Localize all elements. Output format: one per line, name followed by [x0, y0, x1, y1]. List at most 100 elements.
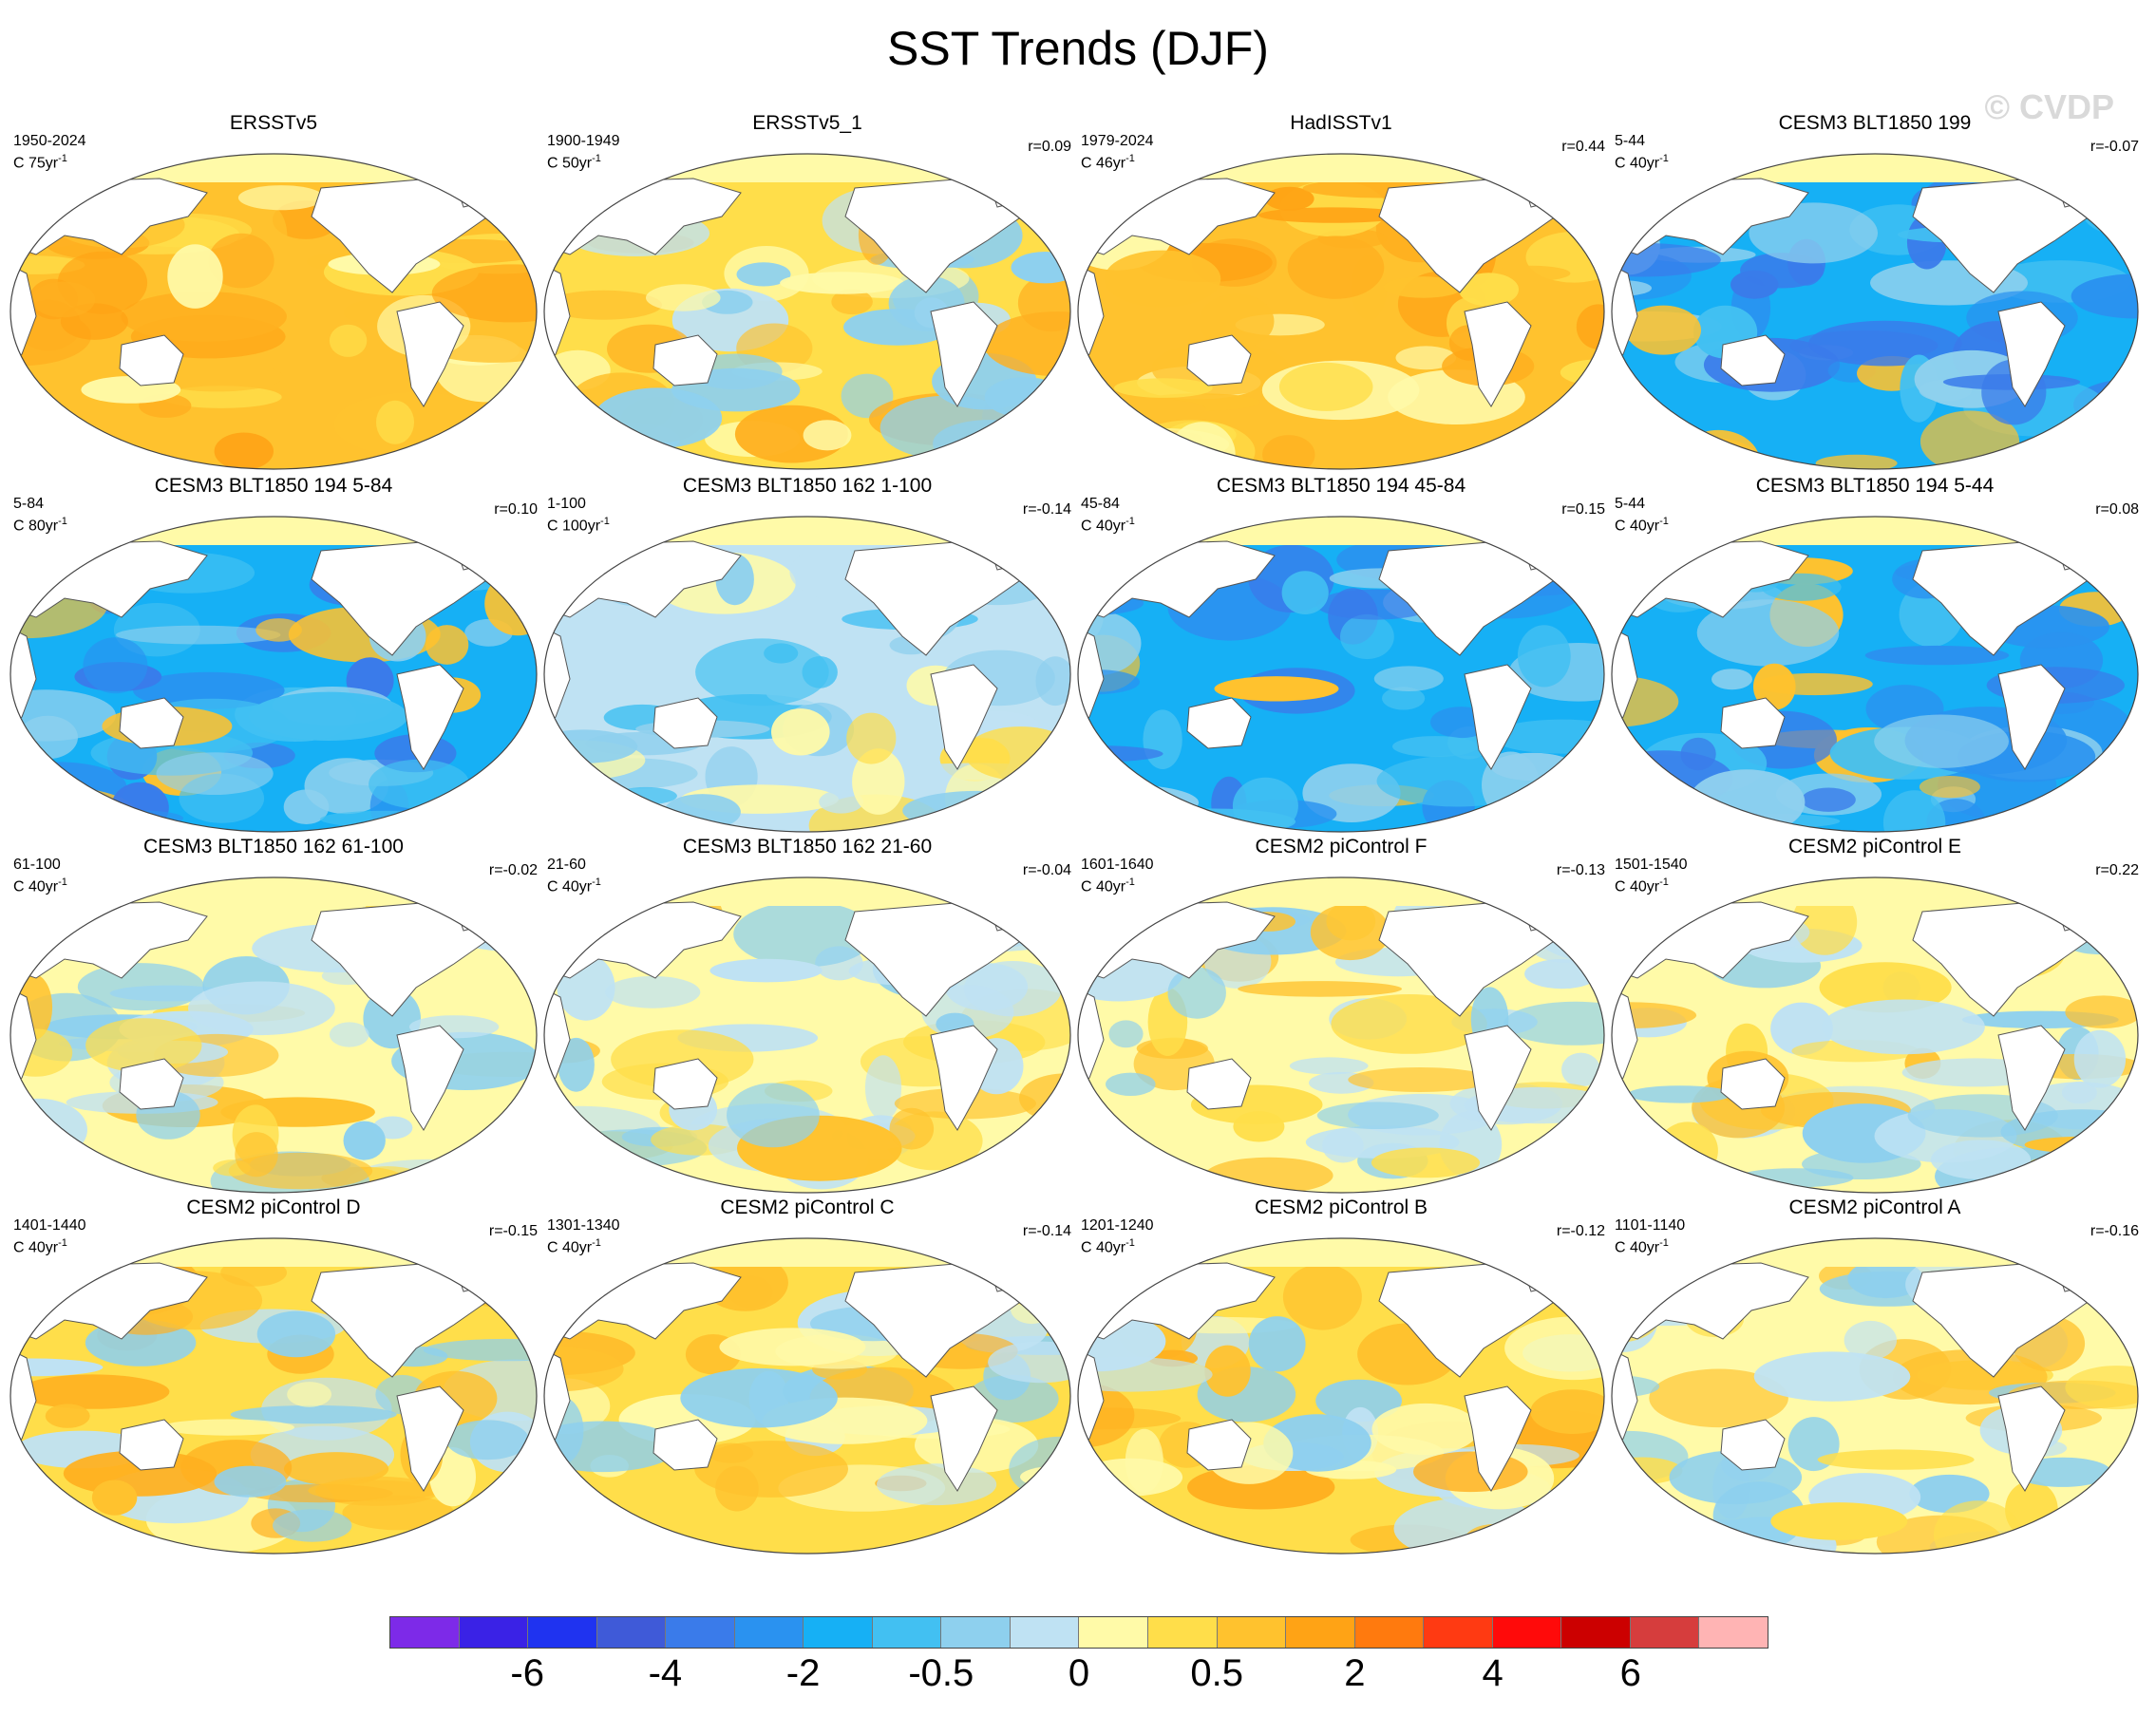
sst-trend-patch [31, 281, 96, 318]
panel-title: CESM3 BLT1850 162 21-60 [682, 836, 933, 858]
sst-trend-patch [929, 808, 994, 832]
arctic-cap [1078, 877, 1604, 906]
period-range: 1401-1440 [13, 1217, 86, 1234]
sst-trend-patch [1204, 1345, 1251, 1397]
map-outline [9, 1237, 538, 1555]
pattern-correlation: r=-0.15 [488, 1223, 538, 1239]
arctic-cap [10, 1238, 537, 1267]
map-outline [1077, 516, 1605, 833]
map-outline [1611, 516, 2139, 833]
trend-scale-exponent: -1 [1125, 876, 1135, 888]
world-map [9, 1237, 538, 1555]
period-range: 21-60 [547, 857, 586, 873]
map-panel: CESM2 piControl C 1301-1340 C 40yr-1 r=-0.1… [541, 1197, 1073, 1557]
pattern-correlation: r=0.10 [494, 501, 538, 518]
sst-trend-patch [1821, 999, 1985, 1055]
trend-scale-exponent: -1 [58, 1237, 67, 1249]
sst-trend-patch [1566, 565, 1604, 586]
arctic-cap [10, 877, 537, 906]
sst-trend-patch [846, 712, 897, 764]
south-america-landmass [1464, 301, 1532, 407]
arctic-cap [1612, 1238, 2138, 1267]
sst-trend-patch [2065, 1366, 2138, 1410]
sst-trend-patch [1552, 1482, 1604, 1522]
south-america-landmass [930, 664, 998, 770]
trend-scale-exponent: -1 [58, 876, 67, 888]
sst-trend-patch [1108, 1020, 1144, 1048]
map-panel: CESM2 piControl A 1101-1140 C 40yr-1 r=-0.1… [1609, 1197, 2141, 1557]
sst-trend-patch [864, 1055, 902, 1121]
panel-period: 1301-1340 C 40yr-1 [547, 1217, 620, 1256]
sst-trend-patch [1530, 1389, 1604, 1435]
sst-trend-patch [376, 400, 414, 444]
period-range: 45-84 [1081, 496, 1120, 512]
colorbar-swatch [1286, 1616, 1355, 1649]
sst-trend-patch [1281, 571, 1329, 614]
colorbar-swatch [1630, 1616, 1700, 1649]
south-america-landmass [1464, 1385, 1532, 1492]
sst-trend-patch [1919, 776, 1980, 799]
map-outline [543, 153, 1071, 470]
arctic-cap [1612, 877, 2138, 906]
panel-period: 1601-1640 C 40yr-1 [1081, 857, 1154, 895]
trend-scale-text: C 46yr [1081, 155, 1126, 172]
sst-trend-patch [1316, 1102, 1439, 1129]
sst-trend-patch [167, 244, 223, 309]
map-outline [543, 1237, 1071, 1555]
sst-trend-patch [1395, 346, 1457, 370]
trend-scale-text: C 80yr [13, 518, 59, 535]
sst-trend-patch [611, 1029, 754, 1089]
trend-scale-exponent: -1 [58, 516, 67, 527]
sst-trend-patch [188, 981, 335, 1036]
colorbar-tick-label: -6 [510, 1652, 544, 1694]
sst-trend-patch [329, 324, 368, 357]
sst-trend-patch [2086, 808, 2138, 826]
south-america-landmass [1464, 664, 1532, 770]
map-outline [9, 153, 538, 470]
sst-trend-patch [1524, 959, 1599, 989]
trend-scale: C 40yr-1 [13, 1234, 86, 1256]
panel-period: 21-60 C 40yr-1 [547, 857, 601, 895]
sst-trend-patch [1753, 1351, 1911, 1402]
sst-trend-patch [230, 1404, 397, 1424]
sst-trend-patch [1010, 1293, 1053, 1325]
trend-scale: C 100yr-1 [547, 513, 610, 535]
sst-trend-patch [1492, 265, 1571, 282]
south-america-landmass [396, 1025, 464, 1131]
sst-trend-patch [1736, 1168, 1854, 1188]
map-panel: HadISSTv1 1979-2024 C 46yr-1 r=0.44 [1075, 112, 1607, 473]
sst-trend-patch [1844, 1320, 1897, 1360]
trend-scale-text: C 40yr [1081, 878, 1126, 895]
colorbar-swatch [666, 1616, 735, 1649]
map-panel: CESM3 BLT1850 199 5-44 C 40yr-1 r=-0.07 [1609, 112, 2141, 473]
sst-trend-patch [2109, 1487, 2138, 1527]
sst-trend-patch [1847, 1259, 1924, 1299]
map-panel: CESM3 BLT1850 194 5-44 5-44 C 40yr-1 r=0.08 [1609, 475, 2141, 836]
sst-trend-patch [10, 430, 103, 469]
pattern-correlation: r=0.15 [1561, 501, 1605, 518]
trend-scale-text: C 40yr [13, 878, 59, 895]
world-map [1611, 1237, 2139, 1555]
colorbar-swatch [1079, 1616, 1149, 1649]
sst-trend-patch [1817, 1449, 1975, 1470]
panel-title: CESM3 BLT1850 199 [1778, 112, 1972, 134]
sst-trend-patch [1517, 625, 1571, 688]
pattern-correlation: r=0.08 [2095, 501, 2139, 518]
map-outline [543, 516, 1071, 833]
trend-scale-text: C 40yr [1615, 155, 1660, 172]
sst-trend-patch [1458, 273, 1519, 307]
colorbar-swatch [1010, 1616, 1080, 1649]
arctic-cap [544, 154, 1070, 182]
sst-trend-patch [1340, 613, 1394, 660]
arctic-cap [544, 877, 1070, 906]
sst-trend-patch [1560, 1262, 1604, 1310]
arctic-cap [1078, 154, 1604, 182]
sst-trend-patch [249, 691, 408, 741]
trend-scale-exponent: -1 [592, 1237, 601, 1249]
australia-landmass [1720, 697, 1786, 749]
trend-scale-exponent: -1 [1125, 1237, 1135, 1249]
sst-trend-patch [91, 1479, 138, 1516]
colorbar-swatch [459, 1616, 529, 1649]
colorbar-swatch [804, 1616, 873, 1649]
pattern-correlation: r=-0.14 [1022, 501, 1071, 518]
